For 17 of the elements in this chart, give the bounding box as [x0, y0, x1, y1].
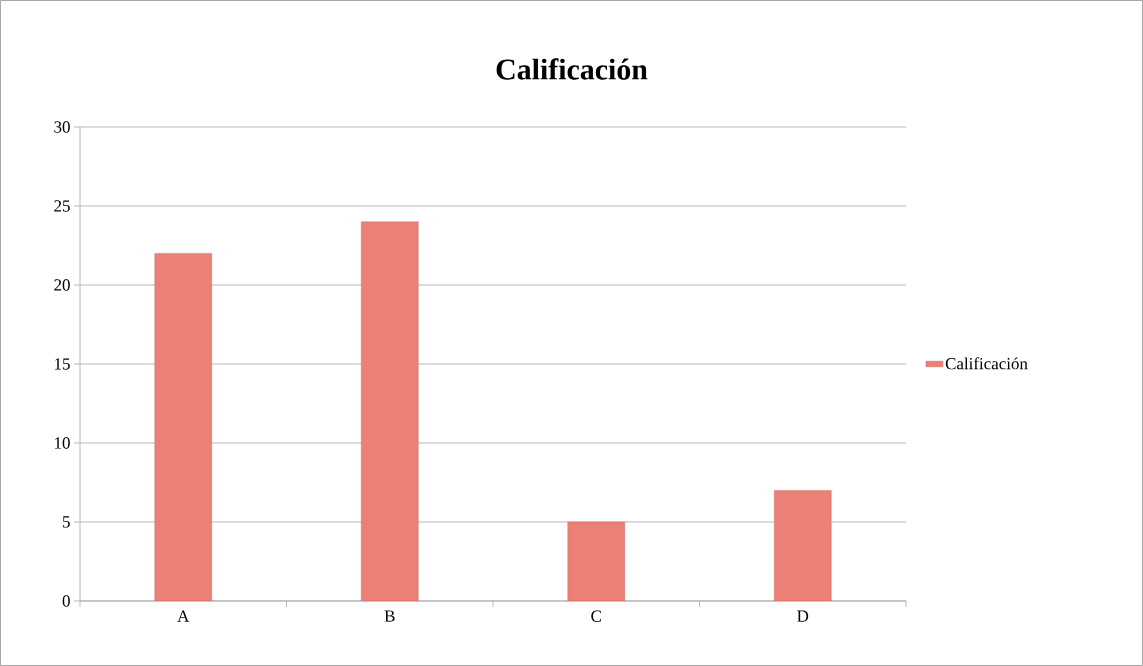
y-tick-label: 30 [54, 121, 70, 133]
x-tick-label: A [177, 610, 190, 622]
y-tick-label: 20 [54, 279, 70, 291]
bar [361, 221, 419, 601]
y-tick-label: 25 [54, 200, 70, 212]
bar [567, 521, 625, 601]
bar [774, 490, 832, 601]
x-tick-label: B [384, 610, 395, 622]
y-tick-label: 0 [62, 595, 70, 607]
y-tick-label: 10 [55, 437, 70, 449]
x-tick-label: D [797, 610, 809, 622]
legend-label: Calificación [945, 357, 1028, 370]
bar [154, 253, 212, 601]
y-tick-label: 5 [63, 516, 70, 528]
chart-title: Calificación [496, 58, 648, 80]
y-tick-label: 15 [55, 358, 70, 370]
x-tick-label: C [591, 610, 601, 622]
